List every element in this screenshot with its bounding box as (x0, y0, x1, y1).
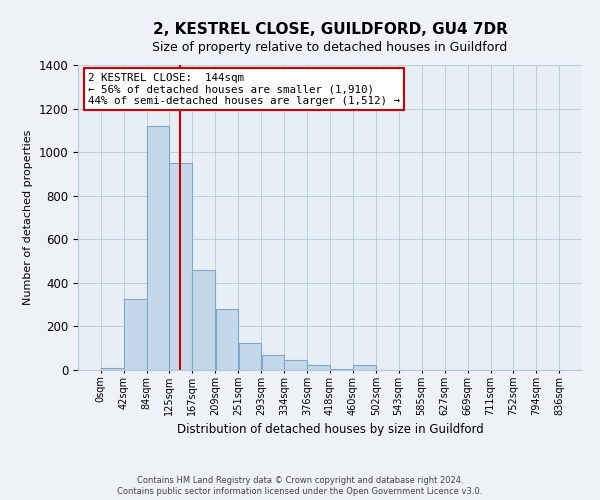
Bar (239, 343, 262, 370)
Bar (124, 299, 146, 370)
Y-axis label: Number of detached properties: Number of detached properties (23, 130, 33, 305)
Bar (307, 365, 330, 370)
Bar (169, 163, 192, 370)
Bar (353, 365, 376, 370)
Bar (330, 369, 353, 370)
Bar (101, 368, 124, 370)
Bar (262, 355, 284, 370)
Text: 2, KESTREL CLOSE, GUILDFORD, GU4 7DR: 2, KESTREL CLOSE, GUILDFORD, GU4 7DR (152, 22, 508, 38)
Bar (215, 309, 238, 370)
Text: Contains HM Land Registry data © Crown copyright and database right 2024.: Contains HM Land Registry data © Crown c… (137, 476, 463, 485)
Text: Contains public sector information licensed under the Open Government Licence v3: Contains public sector information licen… (118, 487, 482, 496)
Bar (147, 126, 169, 370)
X-axis label: Distribution of detached houses by size in Guildford: Distribution of detached houses by size … (176, 424, 484, 436)
Text: 2 KESTREL CLOSE:  144sqm
← 56% of detached houses are smaller (1,910)
44% of sem: 2 KESTREL CLOSE: 144sqm ← 56% of detache… (88, 72, 400, 106)
Bar (284, 360, 307, 370)
Text: Size of property relative to detached houses in Guildford: Size of property relative to detached ho… (152, 41, 508, 54)
Bar (193, 270, 215, 370)
